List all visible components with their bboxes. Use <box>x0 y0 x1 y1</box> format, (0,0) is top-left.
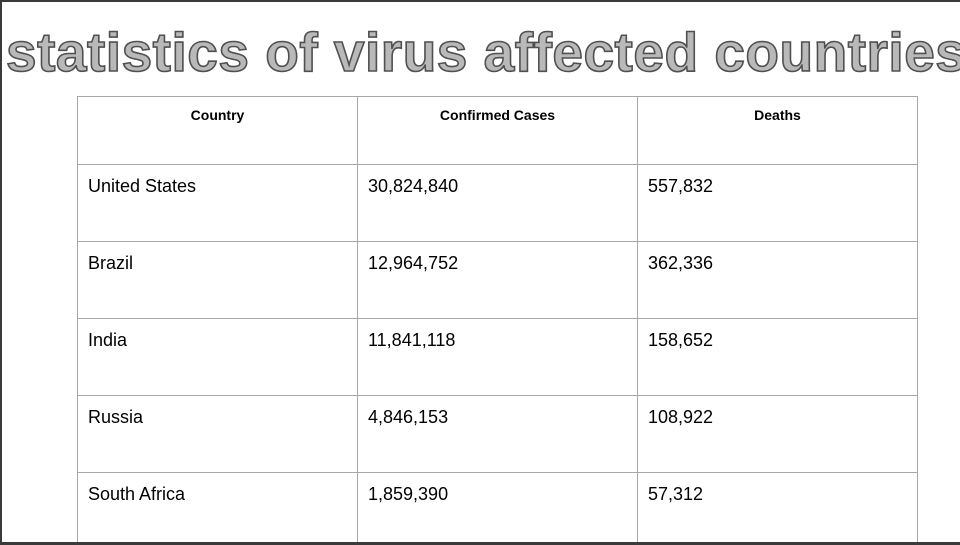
statistics-table-container: Country Confirmed Cases Deaths United St… <box>77 96 918 542</box>
confirmed-cases-cell: 12,964,752 <box>357 241 638 319</box>
confirmed-cases-cell: 4,846,153 <box>357 395 638 473</box>
country-cell: Russia <box>77 395 358 473</box>
table-row: Brazil 12,964,752 362,336 <box>77 241 918 319</box>
deaths-cell: 108,922 <box>637 395 918 473</box>
confirmed-cases-cell: 1,859,390 <box>357 472 638 542</box>
deaths-cell: 57,312 <box>637 472 918 542</box>
country-cell: United States <box>77 164 358 242</box>
table-row: South Africa 1,859,390 57,312 <box>77 472 918 542</box>
deaths-cell: 158,652 <box>637 318 918 396</box>
country-cell: Brazil <box>77 241 358 319</box>
confirmed-cases-cell: 30,824,840 <box>357 164 638 242</box>
confirmed-cases-cell: 11,841,118 <box>357 318 638 396</box>
header-confirmed-cases: Confirmed Cases <box>357 96 638 165</box>
page-title: statistics of virus affected countries <box>6 24 960 83</box>
title-block: statistics of virus affected countries s… <box>6 24 960 90</box>
table-row: India 11,841,118 158,652 <box>77 318 918 396</box>
table-row: United States 30,824,840 557,832 <box>77 164 918 242</box>
country-cell: India <box>77 318 358 396</box>
deaths-cell: 362,336 <box>637 241 918 319</box>
deaths-cell: 557,832 <box>637 164 918 242</box>
header-country: Country <box>77 96 358 165</box>
statistics-table: Country Confirmed Cases Deaths United St… <box>77 96 918 542</box>
country-cell: South Africa <box>77 472 358 542</box>
header-deaths: Deaths <box>637 96 918 165</box>
table-row: Russia 4,846,153 108,922 <box>77 395 918 473</box>
table-header-row: Country Confirmed Cases Deaths <box>77 96 918 165</box>
